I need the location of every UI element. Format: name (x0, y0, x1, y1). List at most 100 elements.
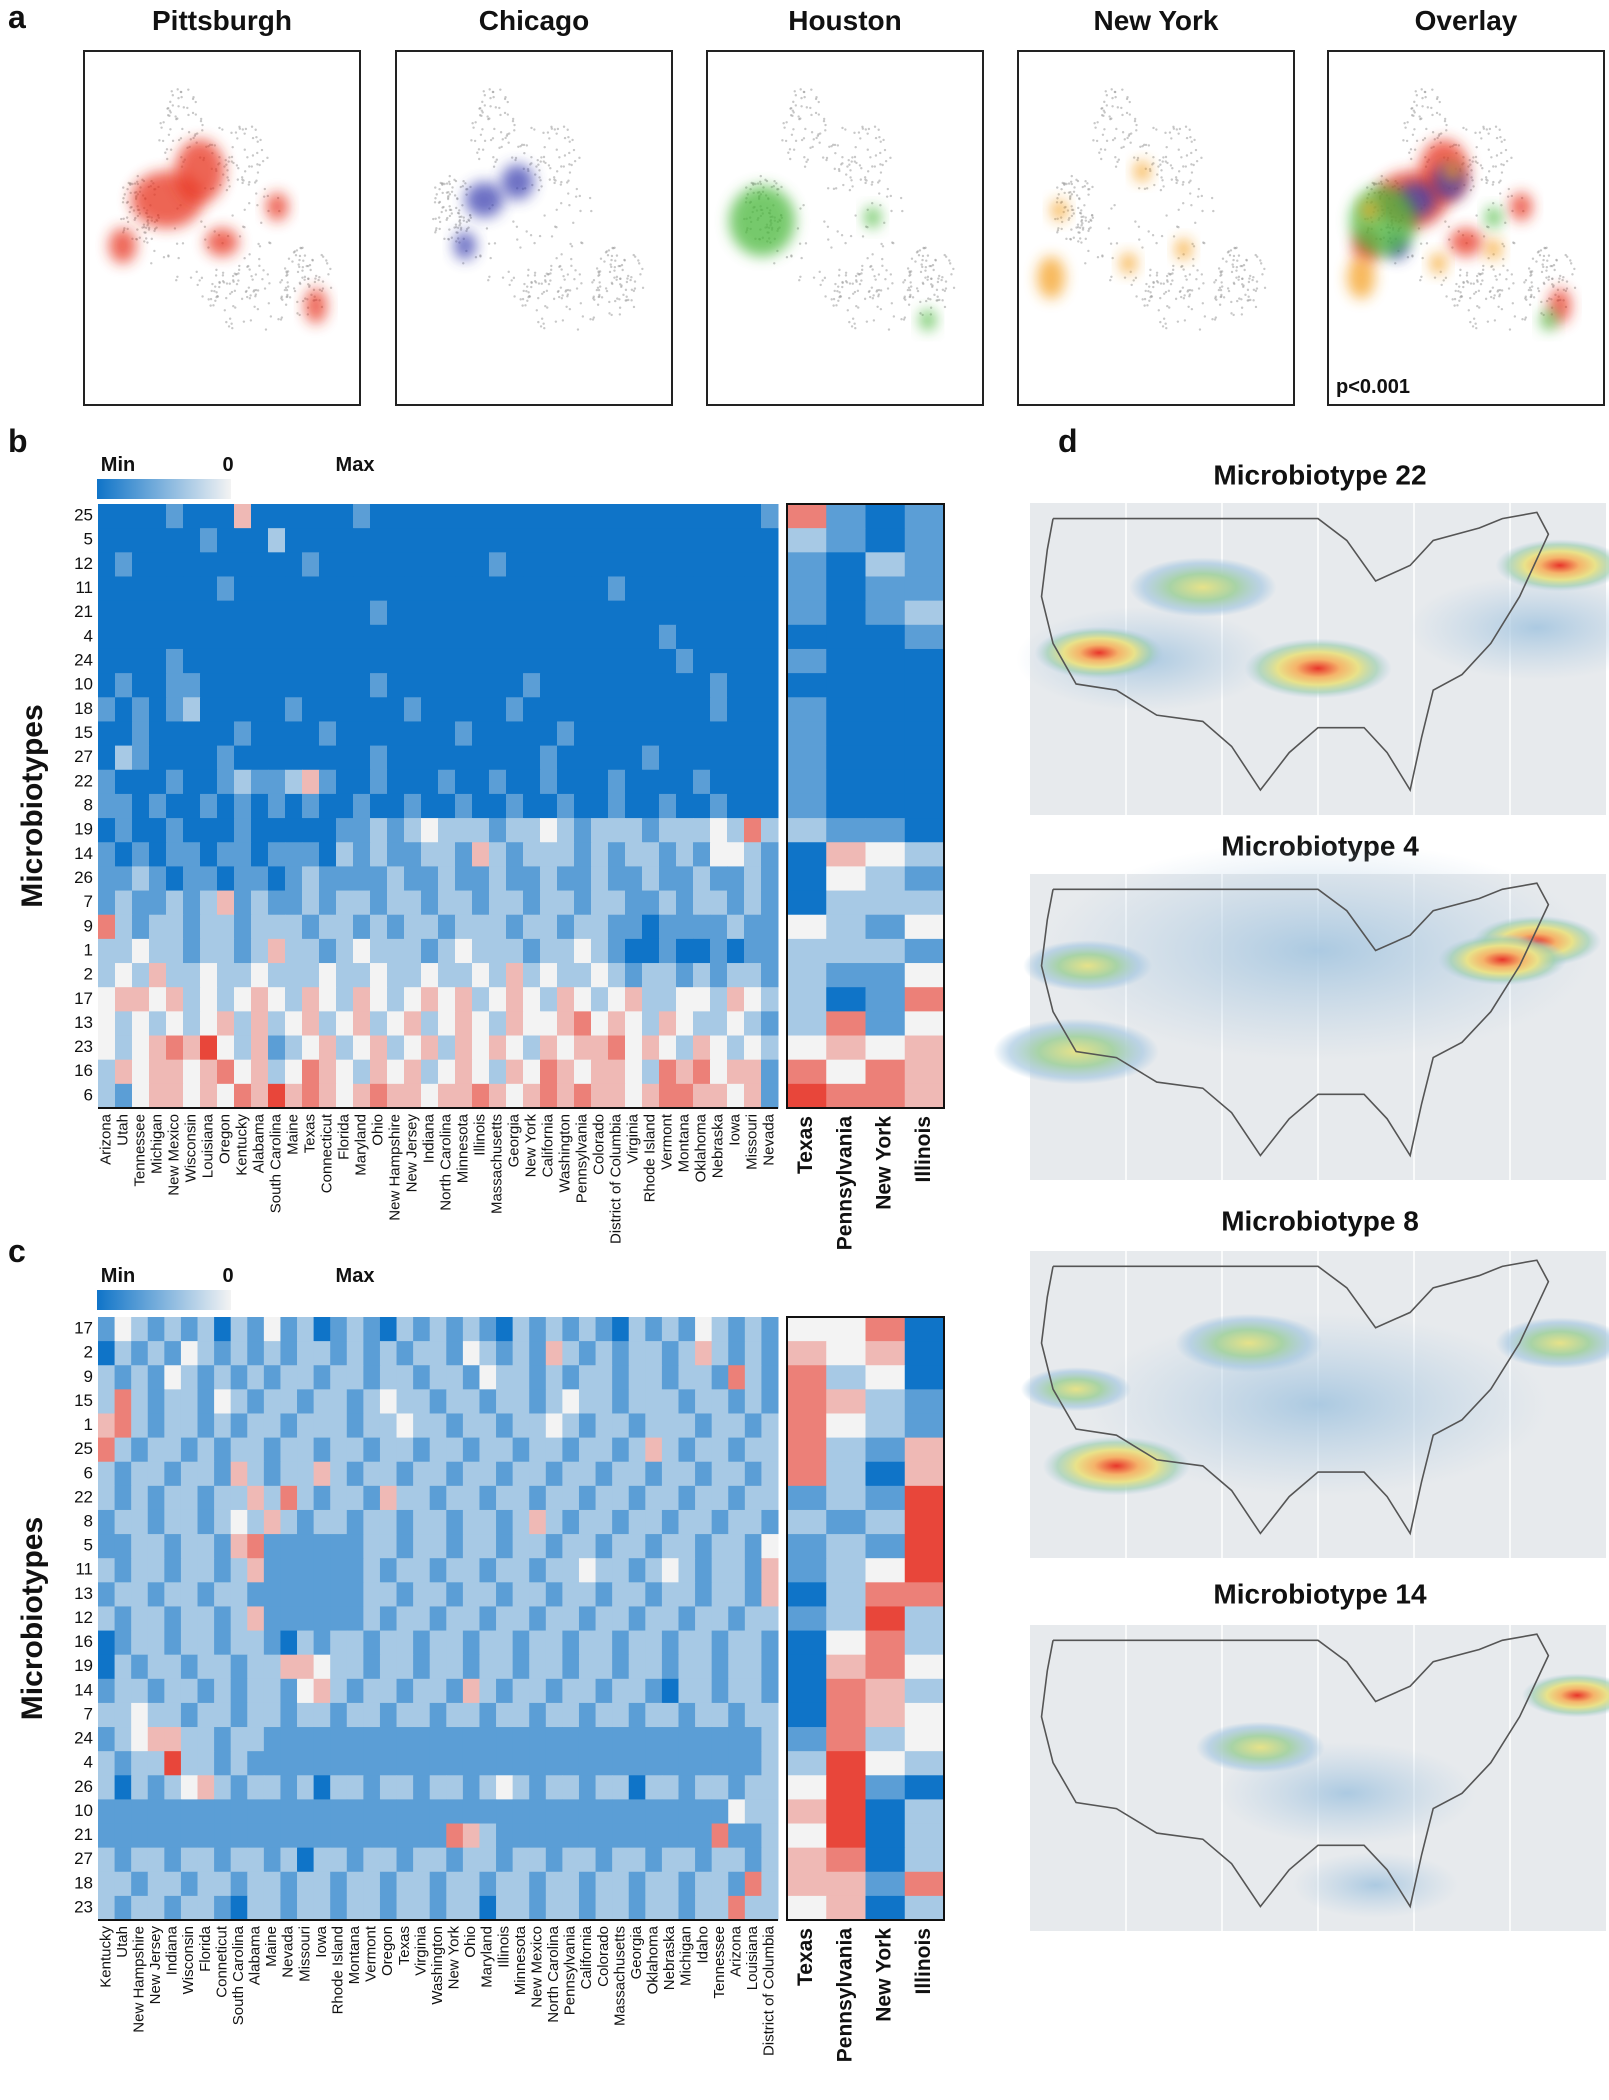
column-label: Nevada (280, 1925, 297, 1977)
embedding-point (611, 246, 614, 250)
column-label: Massachusetts (488, 1114, 505, 1214)
row-label: 17 (74, 1319, 93, 1338)
heatmap-cell (98, 1654, 116, 1680)
heatmap-cell (370, 914, 388, 940)
heatmap-cell (512, 1895, 530, 1921)
row-label: 2 (84, 965, 93, 984)
embedding-point (921, 258, 924, 262)
heatmap-cell (164, 1606, 182, 1632)
embedding-point (253, 181, 257, 184)
heatmap-cell (628, 1799, 646, 1825)
embedding-point (543, 274, 547, 278)
embedding-point (836, 230, 839, 233)
embedding-point (458, 219, 462, 222)
embedding-point (1498, 128, 1501, 131)
embedding-point (256, 289, 260, 292)
embedding-point (311, 258, 314, 262)
heatmap-cell (114, 1365, 132, 1390)
heatmap-cell (529, 1534, 547, 1559)
heatmap-cell (336, 600, 354, 626)
heatmap-cell (865, 1775, 906, 1800)
heatmap-cell (346, 1413, 364, 1439)
heatmap-cell (787, 914, 827, 940)
heatmap-cell (346, 1847, 364, 1873)
heatmap-cell (678, 1317, 696, 1342)
heatmap-cell (268, 721, 286, 747)
heatmap-cell (826, 818, 866, 843)
embedding-point (1255, 287, 1259, 290)
heatmap-cell (263, 1582, 281, 1607)
heatmap-cell (787, 1895, 827, 1921)
heatmap-cell (313, 1871, 331, 1897)
row-label: 26 (74, 868, 93, 887)
heatmap-cell (183, 721, 201, 747)
embedding-point (892, 315, 896, 318)
embedding-point (622, 293, 625, 297)
heatmap-cell (421, 600, 439, 626)
heatmap-cell (131, 1341, 149, 1366)
heatmap-cell (761, 793, 779, 819)
embedding-point (1171, 279, 1174, 282)
column-label: Maine (263, 1926, 280, 1967)
heatmap-cell (540, 1083, 558, 1109)
heatmap-cell (387, 914, 405, 940)
embedding-point (1240, 306, 1244, 309)
heatmap-cell (578, 1558, 597, 1583)
heatmap-cell (230, 1871, 248, 1897)
heatmap-cell (472, 769, 490, 795)
embedding-point (1263, 267, 1266, 271)
heatmap-cell (540, 673, 558, 698)
embedding-point (1114, 90, 1117, 94)
embedding-point (494, 160, 497, 164)
heatmap-cell (462, 1437, 480, 1463)
heatmap-cell (302, 818, 320, 843)
embedding-point (567, 179, 570, 182)
embedding-point (1472, 185, 1475, 188)
heatmap-cell (523, 938, 541, 964)
heatmap-cell (98, 600, 116, 626)
heatmap-cell (710, 890, 728, 916)
heatmap-cell (472, 938, 490, 964)
heatmap-cell (625, 938, 643, 964)
embedding-point (433, 201, 437, 204)
embedding-point (1189, 135, 1192, 139)
heatmap-cell (595, 1654, 613, 1680)
embedding-point (925, 299, 928, 303)
heatmap-cell (540, 793, 558, 819)
embedding-point (568, 204, 571, 207)
column-label: Texas (301, 1114, 318, 1153)
embedding-point (1103, 148, 1107, 151)
heatmap-cell (234, 552, 252, 577)
heatmap-cell (787, 1775, 827, 1800)
heatmap-cell (695, 1702, 713, 1728)
row-label: 11 (75, 578, 93, 597)
heatmap-cell (197, 1702, 215, 1728)
heatmap-cell (319, 552, 337, 577)
heatmap-cell (319, 576, 337, 602)
embedding-point (789, 114, 793, 117)
heatmap-cell (147, 1317, 165, 1342)
embedding-point (187, 131, 191, 134)
heatmap-cell (628, 1775, 646, 1800)
heatmap-cell (904, 1534, 945, 1559)
embedding-point (1474, 160, 1477, 163)
heatmap-cell (114, 1751, 132, 1776)
heatmap-cell (479, 1461, 497, 1487)
heatmap-cell (479, 1341, 497, 1366)
heatmap-cell (529, 1461, 547, 1487)
embedding-point (848, 296, 851, 300)
heatmap-cell (523, 528, 541, 553)
density-blob (1361, 199, 1378, 221)
heatmap-cell (608, 624, 626, 650)
heatmap-cell (446, 1895, 464, 1921)
embedding-point (632, 289, 636, 293)
heatmap-cell (591, 1083, 609, 1109)
heatmap-cell (387, 721, 405, 747)
embedding-point (1159, 163, 1162, 166)
embedding-point (876, 181, 880, 184)
embedding-point (483, 139, 487, 143)
heatmap-cell (727, 600, 745, 626)
heatmap-cell (728, 1509, 746, 1535)
heatmap-cell (744, 721, 762, 747)
heatmap-cell (115, 842, 133, 867)
